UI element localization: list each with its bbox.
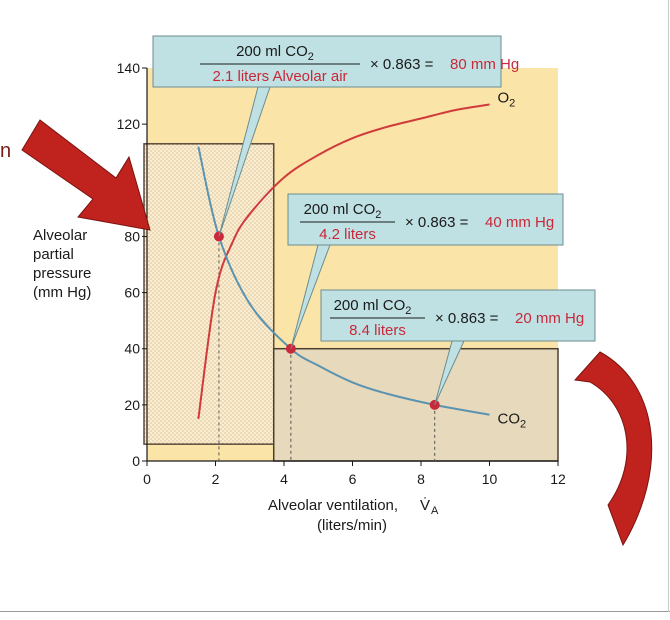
y-tick-label: 60 (124, 285, 140, 301)
y-axis-label-line: (mm Hg) (33, 284, 91, 301)
y-tick-label: 20 (124, 397, 140, 413)
x-tick-label: 2 (212, 471, 220, 487)
callout-operator: × 0.863 = (405, 214, 469, 231)
x-tick-label: 4 (280, 471, 288, 487)
x-tick-label: 10 (482, 471, 498, 487)
callout-operator: × 0.863 = (435, 310, 499, 327)
series-label-o2: O2 (498, 89, 516, 109)
series-line-o2 (197, 103, 490, 420)
x-tick-label: 0 (143, 471, 151, 487)
bottom-border (0, 611, 670, 612)
y-tick-label: 80 (124, 228, 140, 244)
callout-result: 40 mm Hg (485, 214, 554, 231)
callouts-layer: 200 ml CO2 2.1 liters Alveolar air × 0.863… (152, 35, 596, 406)
dotted-region (143, 143, 275, 445)
right-border (668, 0, 669, 612)
x-axis-symbol-subscript: A (431, 505, 439, 517)
x-axis-label: Alveolar ventilation, (268, 497, 398, 514)
right-red-arrow (573, 351, 653, 547)
y-axis-label-line: pressure (33, 265, 91, 282)
callout-numerator: 200 ml CO2 (236, 43, 314, 63)
y-axis-label-line: partial (33, 246, 74, 263)
callout-denominator: 4.2 liters (319, 226, 376, 243)
x-axis-symbol: V̇ (420, 497, 430, 514)
y-tick-label: 40 (124, 341, 140, 357)
callout-box (152, 35, 502, 88)
callout-result: 20 mm Hg (515, 310, 584, 327)
x-tick-label: 8 (417, 471, 425, 487)
callout-denominator: 2.1 liters Alveolar air (212, 68, 347, 85)
y-tick-label: 120 (117, 116, 141, 132)
callout-result: 80 mm Hg (450, 56, 519, 73)
tinted-region (272, 347, 559, 462)
callout-box (320, 289, 596, 342)
y-tick-label: 140 (117, 60, 141, 76)
decorative-arrows-layer (21, 119, 653, 547)
x-tick-label: 6 (349, 471, 357, 487)
series-label-co2: CO2 (498, 411, 527, 431)
callout-numerator: 200 ml CO2 (304, 201, 382, 221)
callout-denominator: 8.4 liters (349, 322, 406, 339)
series-layer (197, 103, 490, 420)
series-line-co2 (197, 146, 490, 416)
labels-layer: O2 CO2 Alveolar partial pressure (mm Hg) Alveo… (33, 89, 526, 534)
x-tick-label: 12 (550, 471, 566, 487)
y-tick-label: 0 (132, 453, 140, 469)
callout-numerator: 200 ml CO2 (334, 297, 412, 317)
callout-box (287, 193, 564, 246)
y-axis-label-line: Alveolar (33, 227, 87, 244)
callout-operator: × 0.863 = (370, 56, 434, 73)
x-axis-units: (liters/min) (317, 517, 387, 534)
cut-off-text: n (0, 140, 12, 162)
left-red-arrow (21, 119, 151, 231)
